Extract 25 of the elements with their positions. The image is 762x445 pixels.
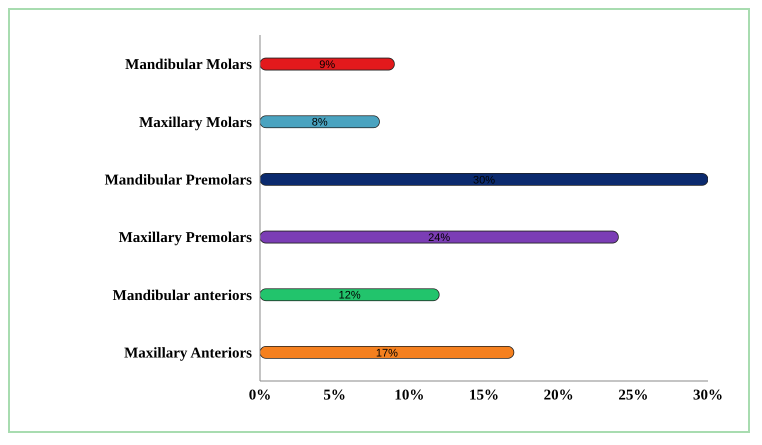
- x-tick-label: 10%: [394, 388, 424, 404]
- bar: [260, 58, 395, 70]
- x-tick-label: 5%: [323, 388, 346, 404]
- bar: [260, 346, 514, 359]
- y-tick-label: Mandibular Premolars: [104, 172, 252, 188]
- data-label: 17%: [376, 347, 398, 360]
- data-label: 30%: [472, 174, 496, 186]
- data-label: 9%: [319, 58, 336, 71]
- bar: [260, 230, 619, 244]
- data-label: 12%: [338, 290, 361, 302]
- data-label: 8%: [312, 116, 328, 129]
- bar: [260, 115, 380, 128]
- y-tick-label: Maxillary Molars: [139, 114, 252, 131]
- x-tick-label: 20%: [544, 388, 574, 404]
- bar: [260, 288, 440, 302]
- data-label: 24%: [428, 232, 450, 244]
- y-tick-label: Mandibular anteriors: [112, 288, 252, 304]
- x-tick-label: 30%: [693, 388, 723, 404]
- bar: [260, 173, 708, 186]
- y-tick-label: Maxillary Anteriors: [124, 345, 252, 362]
- x-tick-label: 25%: [618, 388, 648, 404]
- x-tick-label: 0%: [248, 388, 272, 404]
- x-tick-label: 15%: [469, 388, 499, 404]
- y-tick-label: Maxillary Premolars: [118, 230, 252, 246]
- y-tick-label: Mandibular Molars: [125, 57, 252, 74]
